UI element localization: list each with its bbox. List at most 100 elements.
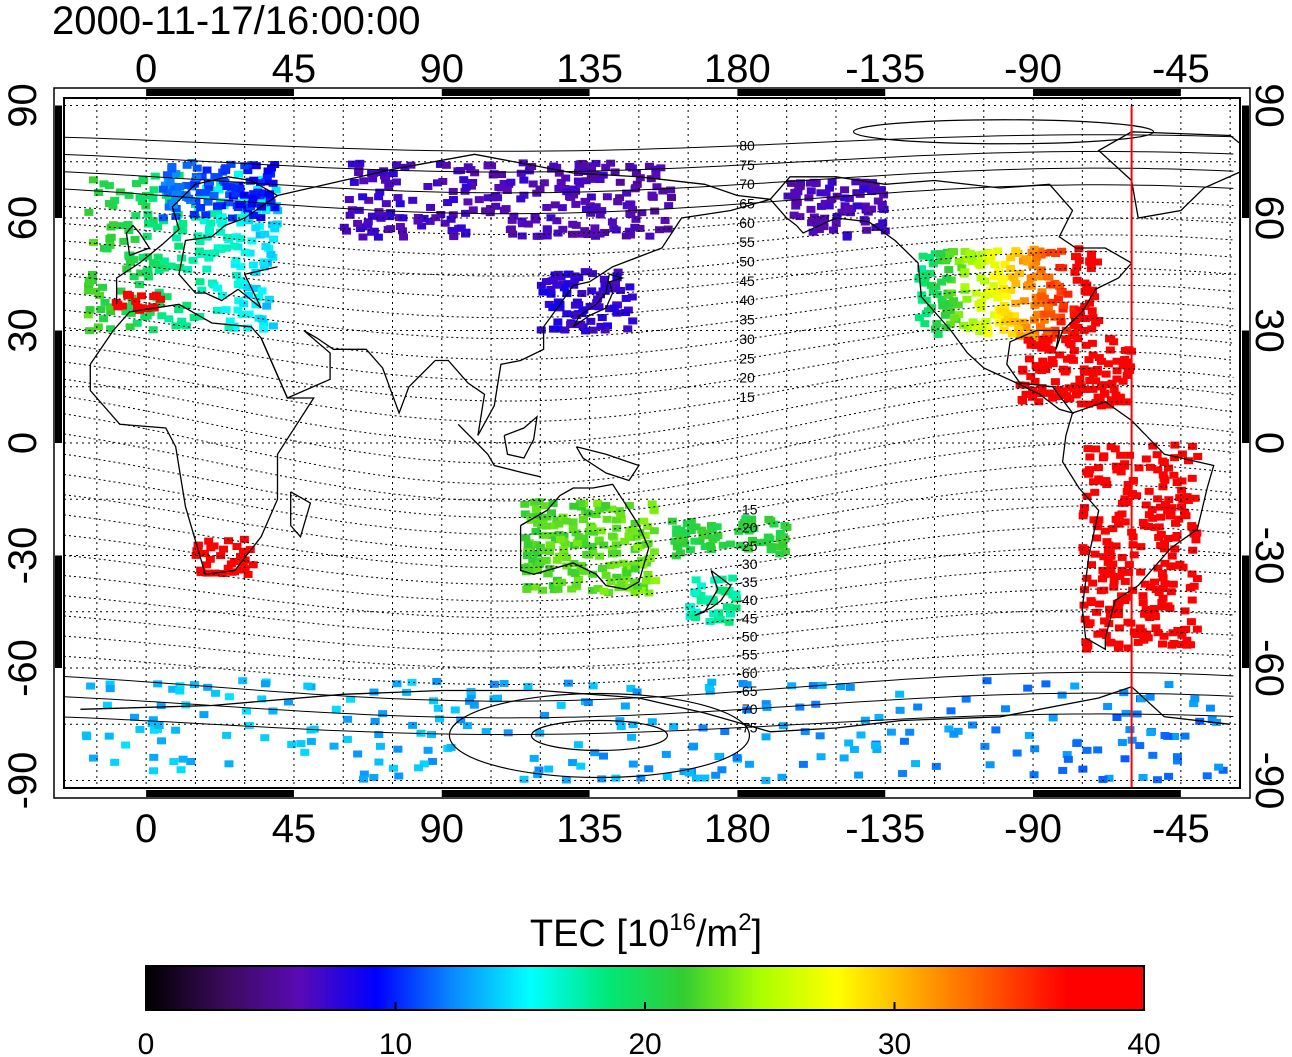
tec-cell — [859, 216, 869, 224]
tec-cell — [1029, 771, 1039, 779]
tec-cell — [85, 306, 95, 314]
left-tick-label: -60 — [1, 639, 45, 697]
tec-cell — [377, 169, 387, 177]
tec-cell — [1006, 286, 1016, 294]
tec-cell — [1125, 451, 1135, 459]
tec-cell — [391, 178, 401, 186]
tec-cell — [349, 178, 359, 186]
tec-cell — [110, 196, 120, 204]
tec-cell — [151, 291, 161, 299]
tec-cell — [82, 733, 92, 741]
tec-cell — [1145, 614, 1155, 622]
tec-cell — [196, 203, 206, 211]
tec-cell — [240, 211, 250, 219]
tec-cell — [972, 323, 982, 331]
tec-cell — [720, 588, 730, 596]
colorbar-tick-label: 40 — [1127, 1028, 1160, 1057]
tec-cell — [235, 201, 245, 209]
tec-cell — [594, 536, 604, 544]
tec-cell — [935, 250, 945, 258]
tec-cell — [230, 242, 240, 250]
tec-cell — [1138, 592, 1148, 600]
contour-label: 65 — [739, 195, 755, 211]
tec-cell — [1035, 247, 1045, 255]
tec-cell — [192, 164, 202, 172]
tec-cell — [136, 292, 146, 300]
tec-cell — [516, 169, 526, 177]
tec-cell — [594, 505, 604, 513]
tec-cell — [872, 187, 882, 195]
tec-cell — [108, 202, 118, 210]
tec-cell — [189, 210, 199, 218]
tec-cell — [628, 206, 638, 214]
tec-cell — [1188, 546, 1198, 554]
tec-cell — [626, 684, 636, 692]
tec-cell — [1090, 488, 1100, 496]
tec-cell — [1023, 684, 1033, 692]
tec-cell — [704, 683, 714, 691]
tec-cell — [171, 234, 181, 242]
tec-cell — [1145, 463, 1155, 471]
tec-cell — [176, 321, 186, 329]
tec-cell — [676, 526, 686, 534]
tec-cell — [590, 749, 600, 757]
tec-cell — [1079, 385, 1089, 393]
tec-cell — [579, 534, 589, 542]
tec-cell — [632, 688, 642, 696]
tec-cell — [572, 311, 582, 319]
tec-cell — [581, 177, 591, 185]
tec-cell — [819, 223, 829, 231]
tec-cell — [199, 549, 209, 557]
tec-cell — [1202, 772, 1212, 780]
tec-cell — [1086, 264, 1096, 272]
tec-cell — [408, 196, 418, 204]
tec-cell — [557, 204, 567, 212]
tec-cell — [631, 169, 641, 177]
tec-cell — [814, 216, 824, 224]
tec-cell — [810, 179, 820, 187]
tec-cell — [1098, 775, 1108, 783]
tec-cell — [121, 308, 131, 316]
tec-cell — [1105, 611, 1115, 619]
tec-cell — [949, 730, 959, 738]
tec-cell — [1038, 357, 1048, 365]
bottom-tick-label: 45 — [272, 807, 317, 851]
tec-cell — [1168, 629, 1178, 637]
tec-cell — [1075, 381, 1085, 389]
tec-cell — [804, 194, 814, 202]
tec-cell — [820, 214, 830, 222]
tec-cell — [222, 183, 232, 191]
tec-cell — [554, 169, 564, 177]
tec-cell — [231, 190, 241, 198]
tec-cell — [941, 324, 951, 332]
tec-cell — [272, 220, 282, 228]
tec-cell — [138, 175, 148, 183]
tec-cell — [1056, 318, 1066, 326]
tec-cell — [621, 309, 631, 317]
tec-cell — [433, 704, 443, 712]
tec-cell — [622, 569, 632, 577]
tec-cell — [1154, 523, 1164, 531]
tec-cell — [353, 219, 363, 227]
tec-cell — [413, 213, 423, 221]
tec-cell — [852, 202, 862, 210]
tec-cell — [1120, 495, 1130, 503]
frame-band — [441, 89, 590, 96]
tec-cell — [604, 589, 614, 597]
tec-cell — [474, 196, 484, 204]
tec-cell — [1139, 522, 1149, 530]
frame-band — [55, 105, 62, 218]
tec-cell — [98, 283, 108, 291]
tec-cell — [741, 515, 751, 523]
tec-cell — [1165, 604, 1175, 612]
tec-cell — [576, 320, 586, 328]
tec-cell — [553, 585, 563, 593]
tec-cell — [742, 681, 752, 689]
tec-cell — [1064, 339, 1074, 347]
tec-cell — [602, 515, 612, 523]
tec-cell — [808, 228, 818, 236]
tec-cell — [202, 166, 212, 174]
tec-cell — [602, 193, 612, 201]
tec-cell — [815, 732, 825, 740]
tec-cell — [264, 295, 274, 303]
